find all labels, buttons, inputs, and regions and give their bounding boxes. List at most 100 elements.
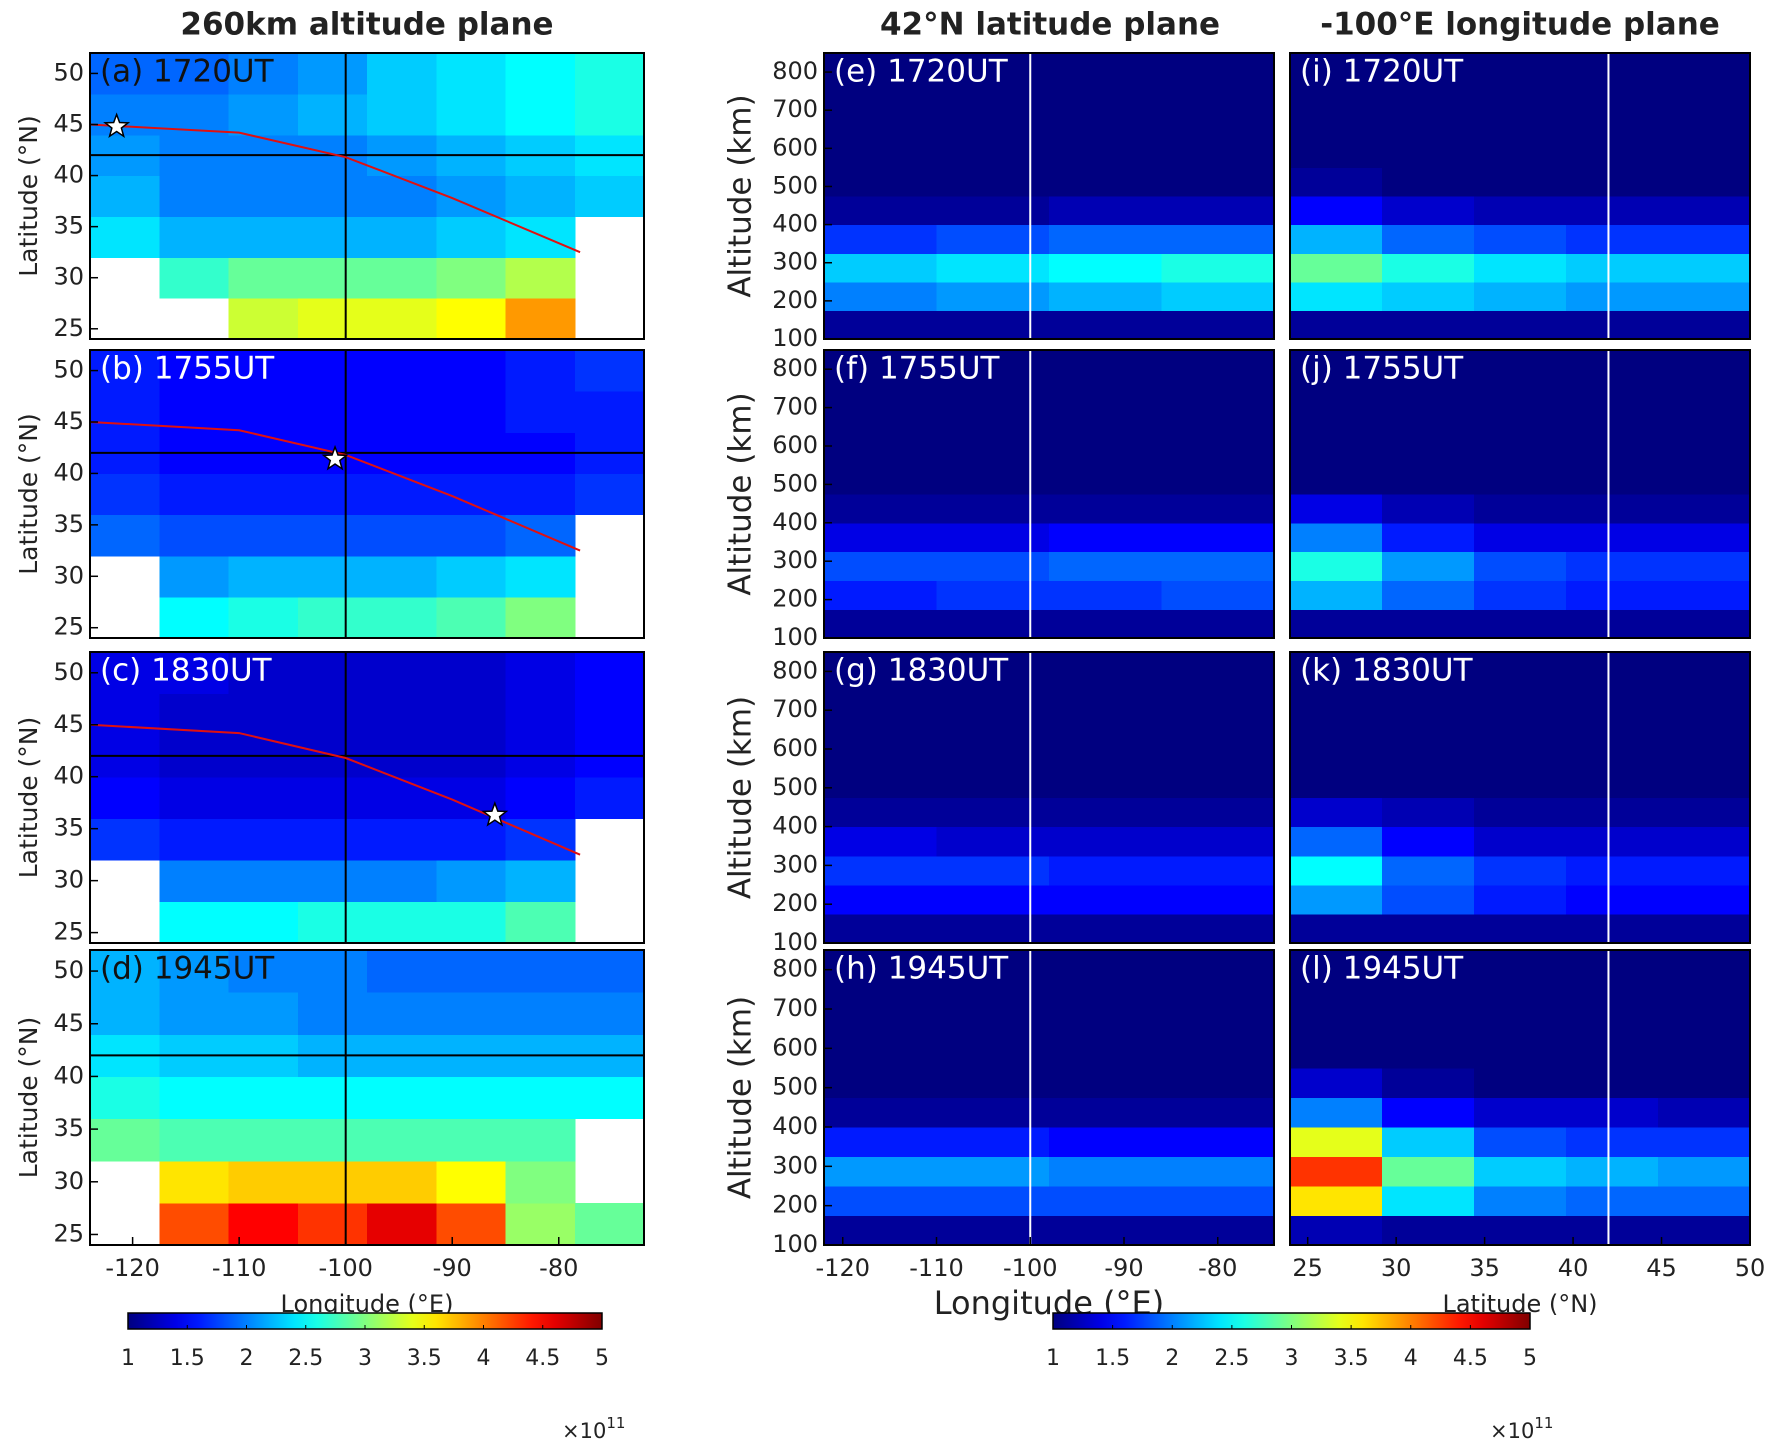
colorbar-tick-label: 3.5 (407, 1346, 442, 1371)
heatmap-cell (1658, 1186, 1751, 1217)
heatmap-cell (228, 596, 299, 639)
heatmap-cell (1474, 1186, 1567, 1217)
heatmap-cell (574, 950, 645, 993)
heatmap-cell (297, 1160, 368, 1204)
heatmap-cell (1382, 167, 1475, 197)
heatmap-cell (367, 1118, 437, 1162)
heatmap-cell (436, 859, 507, 903)
heatmap-cell (367, 350, 437, 392)
heatmap-cell (436, 1076, 507, 1120)
y-tick-label: 300 (772, 1151, 818, 1179)
colorbar-tick-label: 4.5 (1453, 1346, 1488, 1371)
heatmap-cell (1658, 310, 1751, 340)
y-tick-label: 100 (772, 324, 818, 352)
heatmap-cell (1566, 580, 1659, 610)
heatmap-cell (1474, 580, 1567, 610)
heatmap-cell (936, 167, 1050, 197)
heatmap-cell (824, 522, 938, 553)
heatmap-cell (824, 950, 938, 981)
y-tick-label: 30 (53, 1167, 84, 1195)
heatmap-cell (936, 826, 1050, 857)
heatmap-cell (1290, 167, 1383, 197)
heatmap-cell (1474, 1097, 1567, 1128)
y-tick-label: 400 (772, 1112, 818, 1140)
y-tick-label: 40 (53, 161, 84, 189)
heatmap-cell (1658, 979, 1751, 1010)
heatmap-cell (1658, 551, 1751, 581)
heatmap-cell (1049, 196, 1163, 226)
heatmap-cell (574, 693, 645, 736)
heatmap-cell (436, 298, 507, 340)
y-tick-label: 500 (772, 1073, 818, 1101)
heatmap-cell (1049, 281, 1163, 311)
y-axis-label: Altitude (km) (723, 392, 759, 595)
x-tick-label: -120 (816, 1254, 870, 1282)
heatmap-cell (1161, 609, 1275, 639)
heatmap-cell (1382, 826, 1475, 857)
heatmap-cell (824, 797, 938, 828)
heatmap-cell (1474, 979, 1567, 1010)
heatmap-cell (936, 407, 1050, 437)
heatmap-cell (824, 138, 938, 168)
heatmap-cell (1290, 138, 1383, 168)
heatmap-cell (159, 1118, 230, 1162)
heatmap-cell (936, 1215, 1050, 1246)
heatmap-cell (824, 1097, 938, 1128)
x-tick-label: 30 (1381, 1254, 1412, 1282)
heatmap-cell (436, 350, 507, 392)
heatmap-cell (1658, 1156, 1751, 1187)
heatmap-cell (1382, 1009, 1475, 1040)
heatmap-cell (1566, 138, 1659, 168)
heatmap-cell (505, 391, 576, 433)
heatmap-cell (367, 298, 437, 340)
heatmap-cell (936, 710, 1050, 740)
heatmap-cell (1474, 310, 1567, 340)
heatmap-cell (1658, 436, 1751, 466)
panel-frame (89, 52, 645, 340)
x-tick-label: -90 (433, 1254, 472, 1282)
panel-label: (c) 1830UT (100, 653, 273, 689)
heatmap-cell (1474, 196, 1567, 226)
heatmap-cell (436, 53, 507, 95)
heatmap-cell (1290, 609, 1383, 639)
heatmap-cell (936, 110, 1050, 140)
heatmap-cell (1566, 81, 1659, 111)
heatmap-cell (1566, 1186, 1659, 1217)
heatmap-cell (228, 859, 299, 903)
heatmap-cell (90, 473, 160, 516)
heatmap-cell (297, 859, 368, 903)
heatmap-cell (367, 391, 437, 433)
y-tick-label: 700 (772, 95, 818, 123)
heatmap-cell (228, 555, 299, 598)
heatmap-cell (1658, 167, 1751, 197)
heatmap-cell (1658, 1068, 1751, 1099)
heatmap-cell (824, 53, 938, 83)
heatmap-cell (1049, 522, 1163, 553)
heatmap-cell (1290, 53, 1383, 83)
heatmap-cell (1161, 281, 1275, 311)
heatmap-cell (1474, 407, 1567, 437)
heatmap-cell (1658, 855, 1751, 886)
star-marker (321, 444, 349, 471)
heatmap-cell (90, 652, 160, 695)
heatmap-cell (159, 175, 230, 218)
heatmap-cell (1290, 826, 1383, 857)
x-tick-label: -90 (1104, 1254, 1143, 1282)
heatmap-cell (824, 979, 938, 1010)
y-axis-label: Latitude (°N) (14, 413, 43, 575)
heatmap-cell (936, 310, 1050, 340)
panel-frame (89, 349, 645, 639)
heatmap-cell (1474, 739, 1567, 769)
heatmap-cell (297, 298, 368, 340)
heatmap-cell (1474, 167, 1567, 197)
heatmap-cell (1474, 1156, 1567, 1187)
heatmap-cell (1474, 378, 1567, 409)
heatmap-cell (1658, 1038, 1751, 1069)
heatmap-cell (1474, 950, 1567, 981)
heatmap-cell (1382, 979, 1475, 1010)
heatmap-cell (436, 216, 507, 258)
heatmap-cell (936, 465, 1050, 495)
heatmap-cell (936, 1068, 1050, 1099)
heatmap-cell (1161, 826, 1275, 857)
heatmap-cell (824, 1068, 938, 1099)
